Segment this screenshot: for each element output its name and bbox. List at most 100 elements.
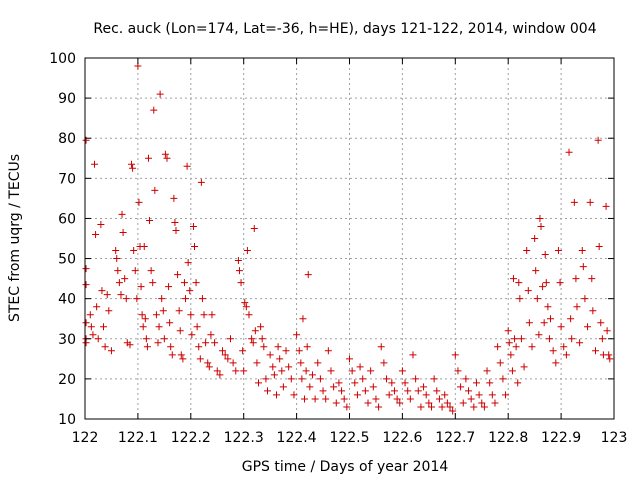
data-point (128, 160, 136, 168)
data-point (554, 247, 562, 255)
data-point (285, 363, 293, 371)
y-tick-label: 60 (58, 211, 76, 227)
data-point (118, 210, 126, 218)
data-point (114, 267, 122, 275)
data-point (243, 247, 251, 255)
y-axis-label: STEC from uqrg / TECUs (7, 154, 23, 322)
y-tick-label: 20 (58, 372, 76, 388)
data-point (160, 335, 168, 343)
data-point (306, 383, 314, 391)
data-point (293, 331, 301, 339)
x-tick-label: 122.6 (382, 430, 422, 446)
data-point (298, 375, 306, 383)
data-point (568, 335, 576, 343)
data-point (113, 255, 121, 263)
data-point (565, 148, 573, 156)
data-point (239, 347, 247, 355)
y-tick-label: 100 (49, 51, 76, 67)
data-point (151, 186, 159, 194)
data-point (451, 351, 459, 359)
data-point (528, 343, 536, 351)
data-point (537, 222, 545, 230)
data-point (179, 355, 187, 363)
data-point (512, 343, 520, 351)
data-point (515, 279, 523, 287)
data-point (299, 315, 307, 323)
data-point (290, 391, 298, 399)
data-point (119, 228, 127, 236)
data-point (372, 395, 380, 403)
data-point (508, 367, 516, 375)
data-point (383, 375, 391, 383)
data-point (552, 359, 560, 367)
data-point (603, 327, 611, 335)
data-point (478, 399, 486, 407)
data-points (82, 62, 614, 415)
data-point (414, 387, 422, 395)
data-point (430, 375, 438, 383)
axes: 10 20 30 40 50 60 70 80 90 100 122 122.1 122.2 122.3 1… (49, 51, 627, 446)
data-point (441, 391, 449, 399)
data-point (594, 136, 602, 144)
data-point (107, 347, 115, 355)
data-point (192, 279, 200, 287)
data-point (509, 275, 517, 283)
data-point (260, 343, 268, 351)
data-point (605, 351, 613, 359)
data-point (208, 311, 216, 319)
data-point (483, 367, 491, 375)
data-point (475, 391, 483, 399)
data-point (417, 403, 425, 411)
data-point (161, 150, 169, 158)
data-point (142, 335, 150, 343)
data-point (219, 347, 227, 355)
data-point (152, 311, 160, 319)
data-point (258, 335, 266, 343)
data-point (168, 351, 176, 359)
data-point (544, 303, 552, 311)
data-point (332, 399, 340, 407)
data-point (606, 355, 614, 363)
data-point (532, 267, 540, 275)
data-point (235, 267, 243, 275)
data-point (385, 391, 393, 399)
data-point (92, 230, 100, 238)
data-point (138, 311, 146, 319)
data-point (187, 311, 195, 319)
data-point (523, 247, 531, 255)
data-point (462, 375, 470, 383)
data-point (264, 387, 272, 395)
data-point (135, 198, 143, 206)
data-point (297, 359, 305, 367)
y-tick-label: 70 (58, 171, 76, 187)
data-point (459, 399, 467, 407)
data-point (359, 375, 367, 383)
y-tick-label: 40 (58, 292, 76, 308)
data-point (567, 315, 575, 323)
data-point (295, 347, 303, 355)
data-point (597, 319, 605, 327)
x-tick-label: 122.4 (277, 430, 317, 446)
data-point (435, 395, 443, 403)
data-point (494, 343, 502, 351)
data-point (175, 307, 183, 315)
data-point (327, 367, 335, 375)
data-point (240, 367, 248, 375)
data-point (401, 379, 409, 387)
data-point (404, 387, 412, 395)
data-point (517, 335, 525, 343)
data-point (304, 271, 312, 279)
data-point (287, 375, 295, 383)
data-point (193, 323, 201, 331)
data-point (94, 335, 102, 343)
data-point (514, 379, 522, 387)
data-point (545, 335, 553, 343)
data-point (406, 395, 414, 403)
data-point (369, 383, 377, 391)
data-point (251, 327, 259, 335)
data-point (91, 160, 99, 168)
data-point (539, 283, 547, 291)
data-point (380, 359, 388, 367)
data-point (183, 162, 191, 170)
